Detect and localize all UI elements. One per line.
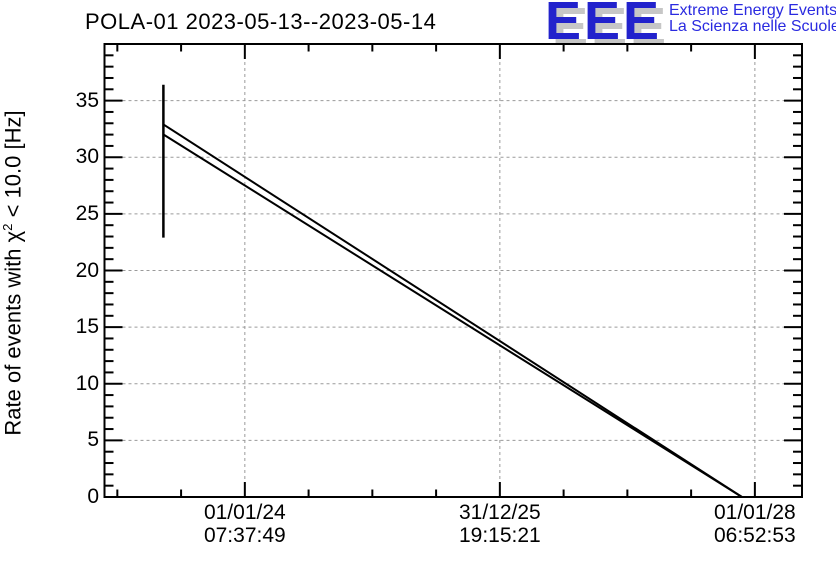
eee-logo-acronym: EEE (545, 0, 663, 51)
plot-title: POLA-01 2023-05-13--2023-05-14 (85, 9, 437, 34)
trend-line-rate-trend-upper (162, 123, 743, 498)
y-tick-label: 10 (75, 371, 99, 395)
x-tick-date: 31/12/25 (458, 501, 541, 524)
y-tick-label: 30 (75, 145, 99, 169)
x-tick-label: 01/01/28 06:52:53 (680, 501, 830, 547)
x-tick-time: 19:15:21 (458, 524, 541, 547)
eee-logo-line2: La Scienza nelle Scuole (669, 18, 836, 35)
y-tick-label: 20 (75, 258, 99, 282)
eee-logo-text: Extreme Energy Events La Scienza nelle S… (669, 3, 836, 35)
x-tick-time: 07:37:49 (203, 524, 286, 547)
y-tick-label: 5 (87, 428, 99, 452)
x-tick-time: 06:52:53 (713, 524, 796, 547)
y-tick-label: 15 (75, 315, 99, 339)
eee-logo-line1: Extreme Energy Events (669, 2, 836, 19)
trend-line-rate-trend-lower (163, 133, 743, 498)
x-tick-label: 01/01/24 07:37:49 (170, 501, 320, 547)
y-tick-label: 35 (75, 88, 99, 112)
y-tick-label: 0 (87, 485, 99, 508)
x-tick-date: 01/01/24 (203, 501, 286, 524)
x-tick-label: 31/12/25 19:15:21 (425, 501, 575, 547)
x-tick-date: 01/01/28 (713, 501, 796, 524)
eee-logo: EEE Extreme Energy Events La Scienza nel… (543, 0, 836, 52)
y-tick-label: 25 (75, 201, 99, 225)
